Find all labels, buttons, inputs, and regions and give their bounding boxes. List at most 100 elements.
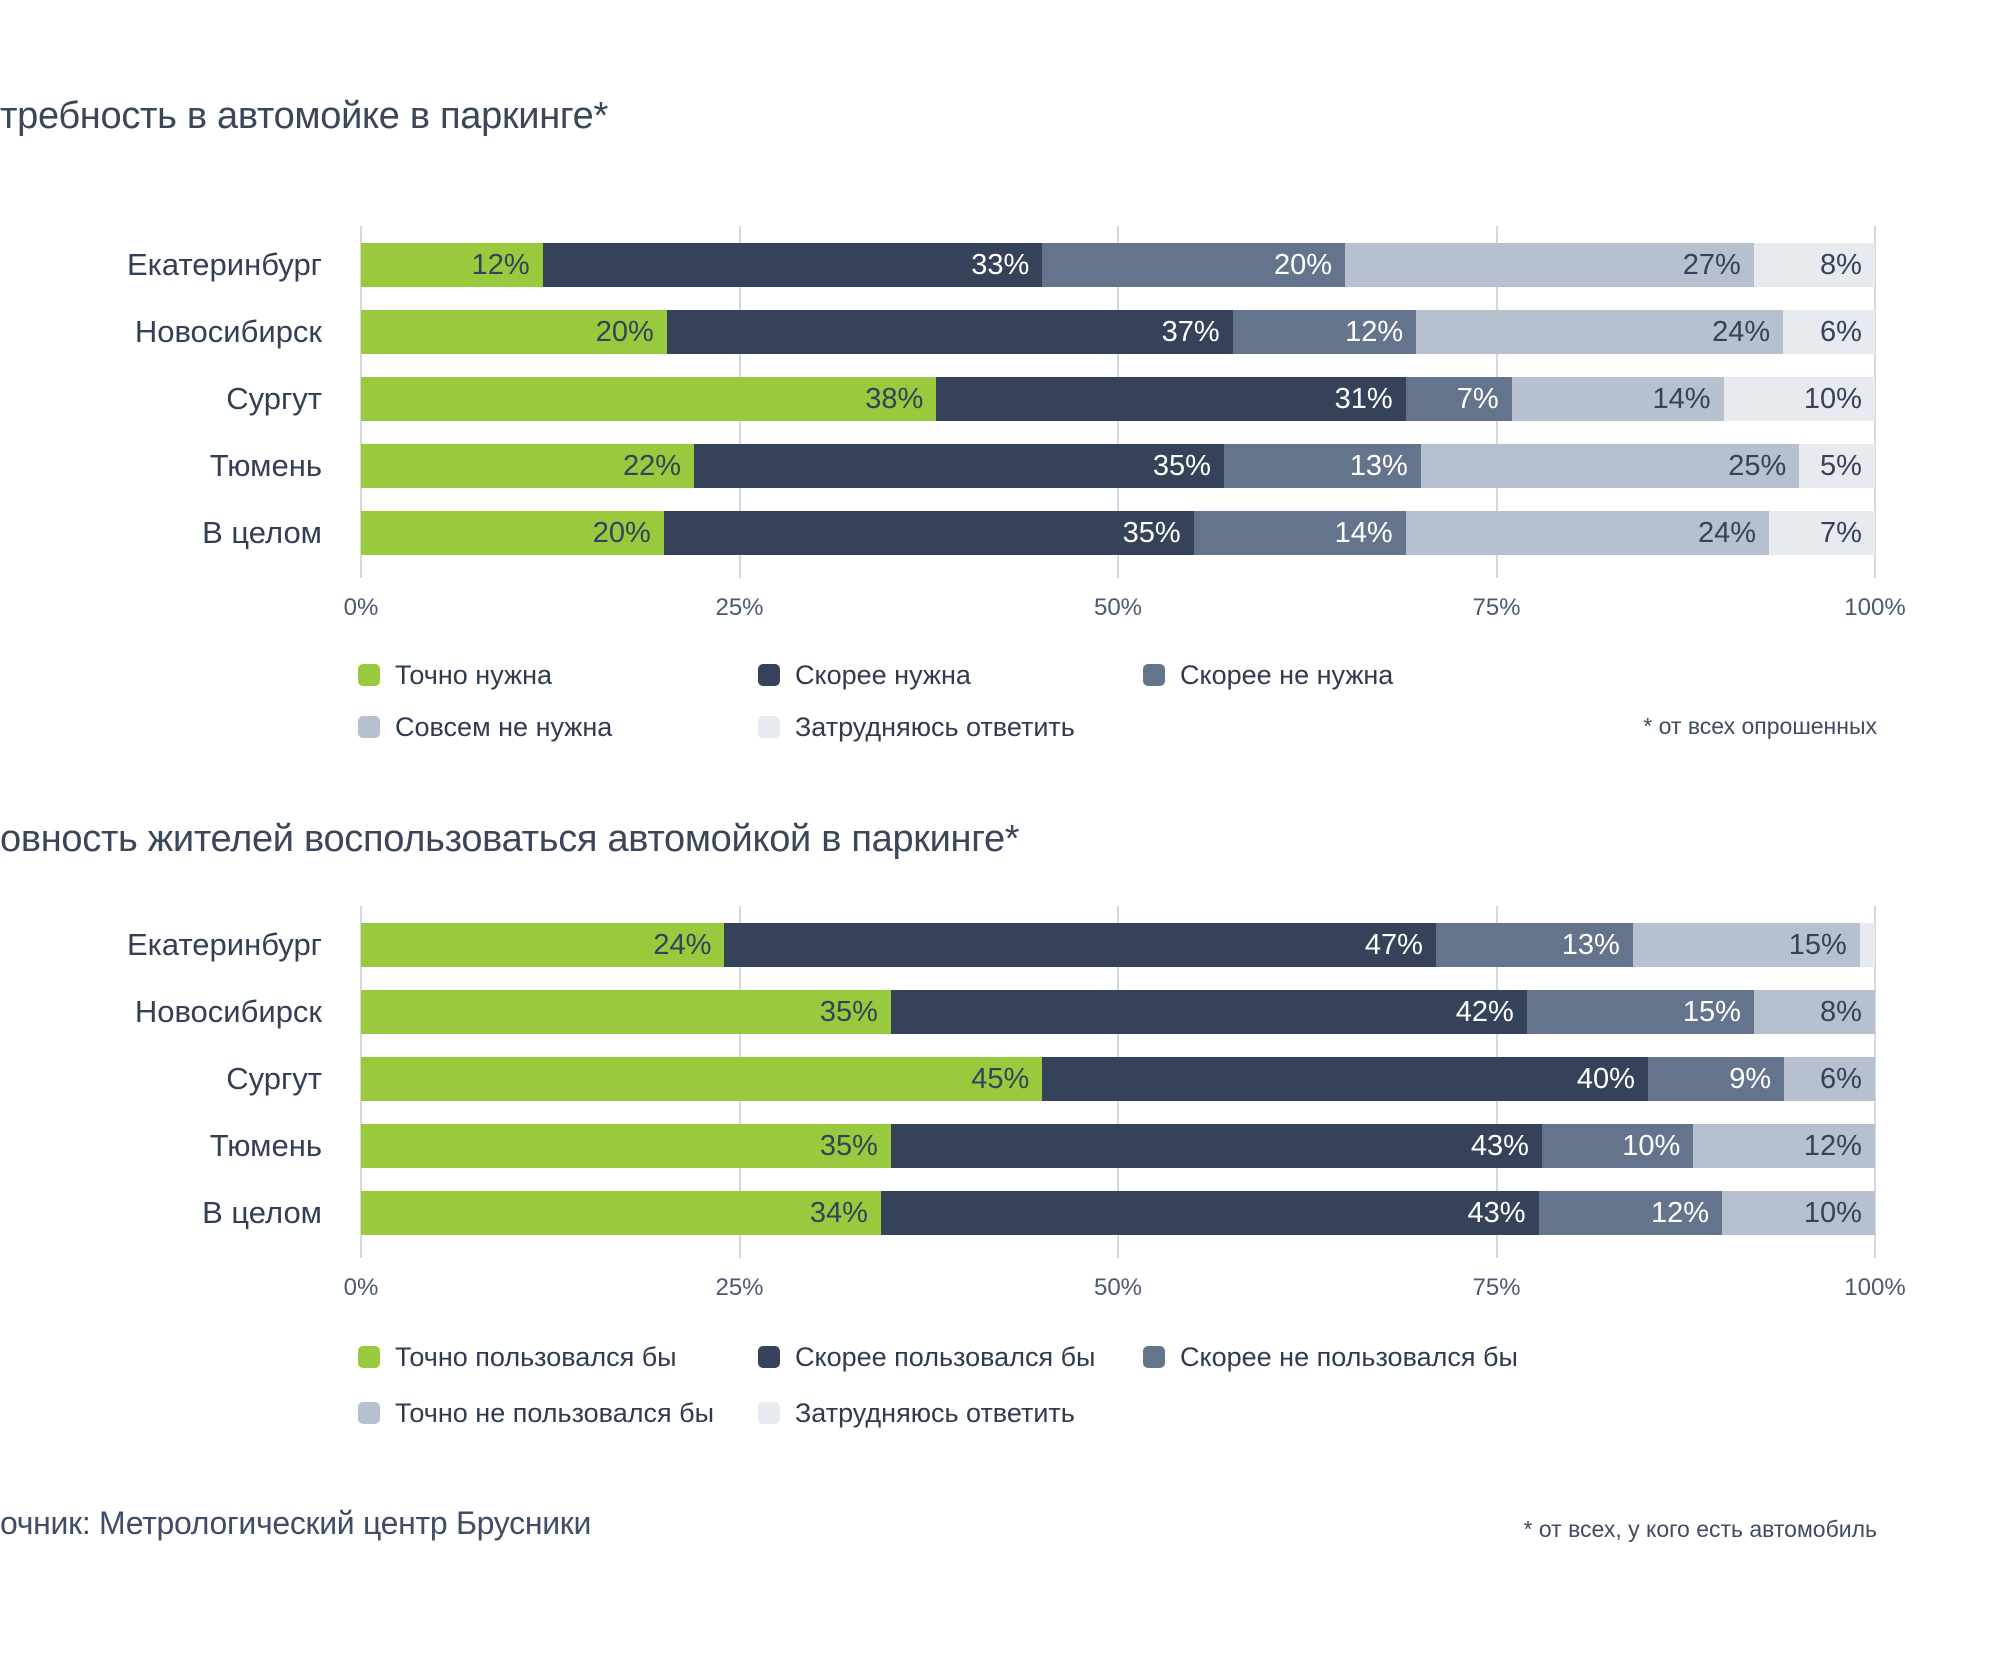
- bar-segment-label: 12%: [1345, 316, 1404, 348]
- bar-segment-label: 12%: [471, 249, 530, 281]
- bar-segment: 5%: [1799, 444, 1875, 488]
- bar-segment-label: 24%: [1697, 517, 1756, 549]
- bar-segment-label: 7%: [1456, 383, 1499, 415]
- bar-row: 35% 43% 10% 12%: [361, 1124, 1875, 1168]
- bar-segment-label: 35%: [1152, 450, 1211, 482]
- legend-item: Скорее пользовался бы: [758, 1342, 1095, 1372]
- bar-segment-label: 6%: [1820, 316, 1862, 348]
- source-text: очник: Метрологический центр Брусники: [0, 1505, 592, 1541]
- legend-swatch: [358, 716, 380, 738]
- bar-segment: 12%: [361, 243, 543, 287]
- bar-segment: 10%: [1541, 1124, 1694, 1168]
- category-label: Сургут: [226, 1061, 322, 1096]
- bar-segment: 27%: [1345, 243, 1754, 287]
- legend-swatch: [358, 1346, 380, 1368]
- bar-segment: [1859, 923, 1875, 967]
- legend-label: Точно пользовался бы: [395, 1341, 677, 1372]
- bar-segment: 7%: [1769, 511, 1875, 555]
- chart1-footnote: * от всех опрошенных: [1643, 713, 1877, 739]
- bar-row: 34% 43% 12% 10%: [361, 1191, 1875, 1235]
- legend-item: Затрудняюсь ответить: [758, 712, 1075, 742]
- bar-segment-label: 43%: [1467, 1197, 1526, 1229]
- category-label: В целом: [202, 1195, 322, 1230]
- bar-segment: 35%: [694, 444, 1224, 488]
- bar-segment: 42%: [890, 990, 1527, 1034]
- legend-item: Точно пользовался бы: [358, 1342, 677, 1372]
- bar-row: 24% 47% 13% 15%: [361, 923, 1875, 967]
- bar-segment: 13%: [1223, 444, 1421, 488]
- bar-segment-label: 12%: [1651, 1197, 1710, 1229]
- category-label: Сургут: [226, 381, 322, 416]
- bar-segment-label: 22%: [623, 450, 682, 482]
- bar-segment-label: 20%: [595, 316, 654, 348]
- category-label: Новосибирск: [134, 314, 322, 349]
- bar-segment: 24%: [1416, 310, 1784, 354]
- legend-label: Скорее нужна: [795, 659, 971, 690]
- bar-segment: 38%: [361, 377, 937, 421]
- bar-segment-label: 20%: [1274, 249, 1333, 281]
- bar-row: 35% 42% 15% 8%: [361, 990, 1875, 1034]
- category-label: Екатеринбург: [126, 247, 322, 282]
- legend-label: Совсем не нужна: [395, 711, 613, 742]
- x-tick-label: 75%: [1472, 1274, 1521, 1301]
- bar-segment-label: 14%: [1334, 517, 1393, 549]
- bar-segment-label: 10%: [1803, 1197, 1862, 1229]
- legend-item: Скорее не пользовался бы: [1143, 1342, 1518, 1372]
- legend-item: Затрудняюсь ответить: [758, 1398, 1075, 1428]
- bar-segment: 33%: [542, 243, 1043, 287]
- bar-segment-label: 24%: [1712, 316, 1771, 348]
- bar-segment-label: 5%: [1820, 450, 1862, 482]
- bar-segment: 25%: [1420, 444, 1800, 488]
- x-tick-label: 50%: [1093, 594, 1143, 621]
- bar-segment: 10%: [1722, 1191, 1875, 1235]
- bar-row: 45% 40% 9% 6%: [361, 1057, 1875, 1101]
- bar-segment: 20%: [361, 511, 664, 555]
- bar-segment: 7%: [1405, 377, 1512, 421]
- bar-segment-label: 42%: [1455, 996, 1514, 1028]
- bar-segment-label: 13%: [1349, 450, 1408, 482]
- bar-row: 12% 33% 20% 27% 8%: [361, 243, 1875, 287]
- category-label: Екатеринбург: [126, 927, 322, 962]
- bar-segment: 15%: [1632, 923, 1860, 967]
- bar-segment-label: 9%: [1729, 1063, 1772, 1095]
- bar-segment-label: 24%: [653, 929, 712, 961]
- bar-segment: 35%: [361, 990, 891, 1034]
- x-tick-label: 75%: [1472, 594, 1521, 621]
- bar-segment: 6%: [1783, 310, 1875, 354]
- legend-label: Скорее не нужна: [1180, 659, 1394, 690]
- chart2-title: овность жителей воспользоваться автомойк…: [0, 818, 1020, 860]
- legend-label: Точно нужна: [395, 659, 553, 690]
- bar-segment-label: 31%: [1334, 383, 1393, 415]
- legend-swatch: [758, 1402, 780, 1424]
- bar-segment-label: 43%: [1470, 1130, 1529, 1162]
- legend-swatch: [358, 1402, 380, 1424]
- gridline: [1874, 906, 1876, 1258]
- legend-item: Совсем не нужна: [358, 712, 612, 742]
- legend-label: Скорее пользовался бы: [795, 1341, 1096, 1372]
- bar-segment: 35%: [361, 1124, 891, 1168]
- bar-segment-label: 37%: [1161, 316, 1220, 348]
- legend-swatch: [1143, 664, 1165, 686]
- bar-segment-label: 38%: [865, 383, 924, 415]
- category-label: Тюмень: [209, 448, 322, 483]
- bar-segment: 10%: [1723, 377, 1875, 421]
- legend-label: Точно не пользовался бы: [395, 1397, 714, 1428]
- bar-segment-label: 33%: [971, 249, 1030, 281]
- x-tick-label: 0%: [343, 594, 379, 621]
- bar-segment: 40%: [1042, 1057, 1648, 1101]
- x-tick-label: 25%: [715, 594, 764, 621]
- bar-segment: 12%: [1538, 1191, 1723, 1235]
- category-label: Новосибирск: [134, 994, 322, 1029]
- bar-segment-label: 20%: [592, 517, 651, 549]
- bar-segment: 14%: [1193, 511, 1406, 555]
- bar-segment: 37%: [666, 310, 1233, 354]
- bar-segment-label: 15%: [1788, 929, 1847, 961]
- bar-segment: 45%: [361, 1057, 1043, 1101]
- bar-row: 20% 35% 14% 24% 7%: [361, 511, 1875, 555]
- legend-swatch: [758, 1346, 780, 1368]
- gridline: [1874, 226, 1876, 578]
- bar-segment: 6%: [1784, 1057, 1875, 1101]
- bar-row: 22% 35% 13% 25% 5%: [361, 444, 1875, 488]
- bar-segment-label: 7%: [1820, 517, 1862, 549]
